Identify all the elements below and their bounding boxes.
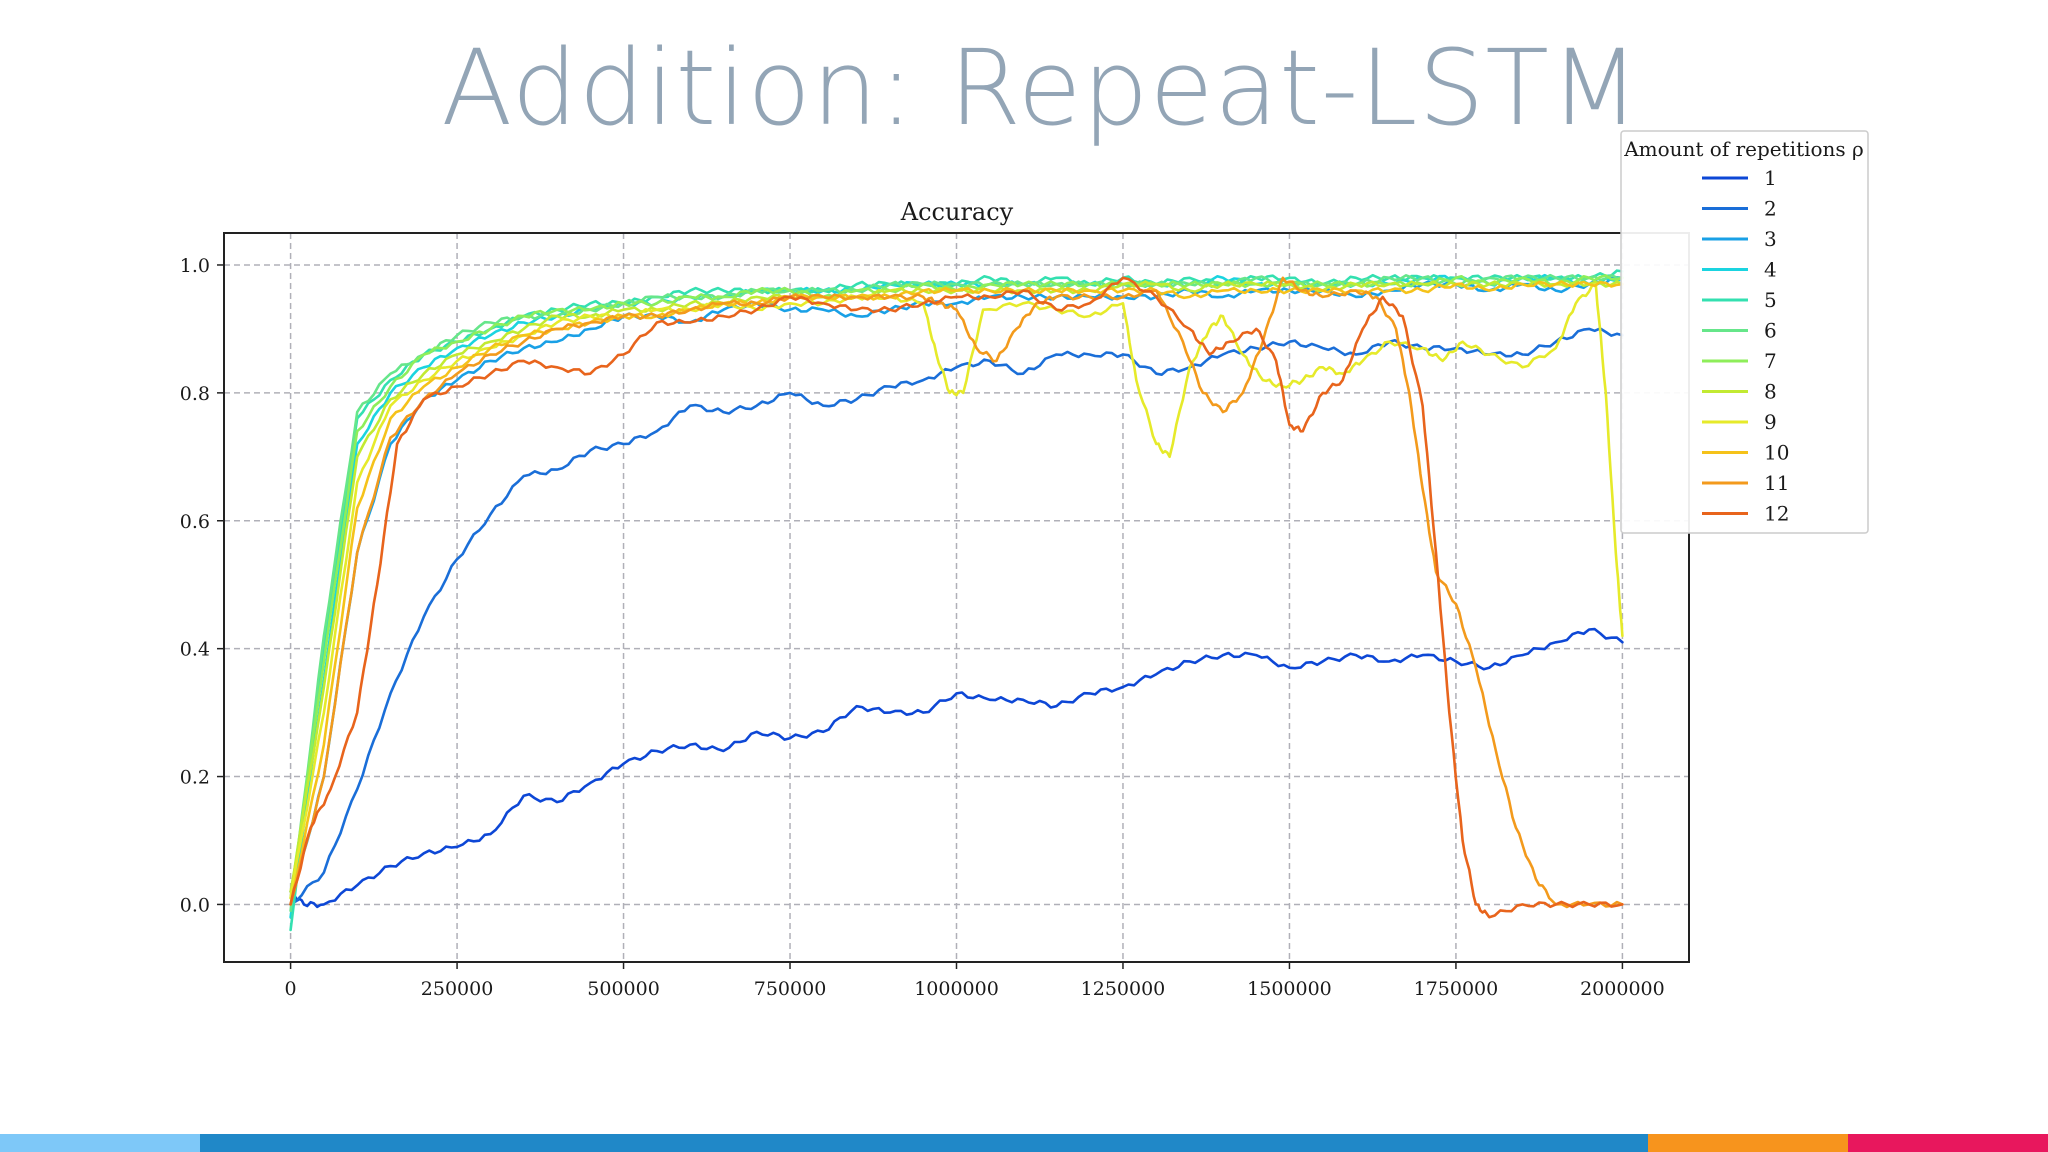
y-tick-label: 0.2 [180, 767, 210, 789]
legend-label-11: 11 [1764, 471, 1789, 495]
series-line-11 [289, 276, 1624, 909]
legend-label-12: 12 [1764, 502, 1789, 526]
x-tick-label: 750000 [754, 978, 827, 1000]
x-tick-label: 250000 [421, 978, 494, 1000]
legend-label-2: 2 [1764, 197, 1777, 221]
series-line-10 [289, 280, 1624, 906]
legend-label-9: 9 [1764, 410, 1777, 434]
legend-label-5: 5 [1764, 288, 1777, 312]
x-tick-label: 1750000 [1414, 978, 1499, 1000]
y-tick-label: 0.6 [180, 511, 210, 533]
series-line-12 [289, 276, 1624, 919]
footer-segment-blue [200, 1134, 1648, 1152]
series-line-3 [289, 275, 1624, 906]
x-tick-label: 1000000 [914, 978, 999, 1000]
y-tick-label: 0.8 [180, 383, 210, 405]
legend-label-1: 1 [1764, 166, 1777, 190]
x-tick-label: 2000000 [1580, 978, 1665, 1000]
legend-label-4: 4 [1764, 258, 1777, 282]
legend-label-7: 7 [1764, 349, 1777, 373]
footer-segment-pink [1848, 1134, 2048, 1152]
slide-title: Addition: Repeat-LSTM [441, 27, 1641, 149]
x-axis-ticks: 0 250000 500000 750000 1000000 1250000 1500000… [285, 962, 1665, 1000]
y-tick-label: 0.4 [180, 639, 210, 661]
legend-label-8: 8 [1764, 380, 1777, 404]
series-line-9 [289, 282, 1624, 900]
x-tick-label: 1500000 [1247, 978, 1332, 1000]
legend-label-3: 3 [1764, 227, 1777, 251]
series-line-1 [289, 627, 1624, 909]
footer-segment-orange [1648, 1134, 1848, 1152]
y-tick-label: 1.0 [180, 255, 210, 277]
x-tick-label: 0 [285, 978, 297, 1000]
series-line-5 [289, 269, 1624, 932]
footer-segment-light-blue [0, 1134, 200, 1152]
chart-title: Accuracy [900, 198, 1014, 226]
footer-color-bar [0, 1134, 2048, 1152]
plot-frame [223, 232, 1690, 963]
y-tick-label: 0.0 [180, 894, 210, 916]
series-lines [289, 269, 1624, 932]
x-tick-label: 1250000 [1081, 978, 1166, 1000]
legend-label-6: 6 [1764, 319, 1777, 343]
legend-label-10: 10 [1764, 441, 1789, 465]
x-tick-label: 500000 [587, 978, 660, 1000]
y-axis-ticks: 0.0 0.2 0.4 0.6 0.8 1.0 [180, 255, 224, 916]
legend-title: Amount of repetitions ρ [1623, 137, 1864, 161]
